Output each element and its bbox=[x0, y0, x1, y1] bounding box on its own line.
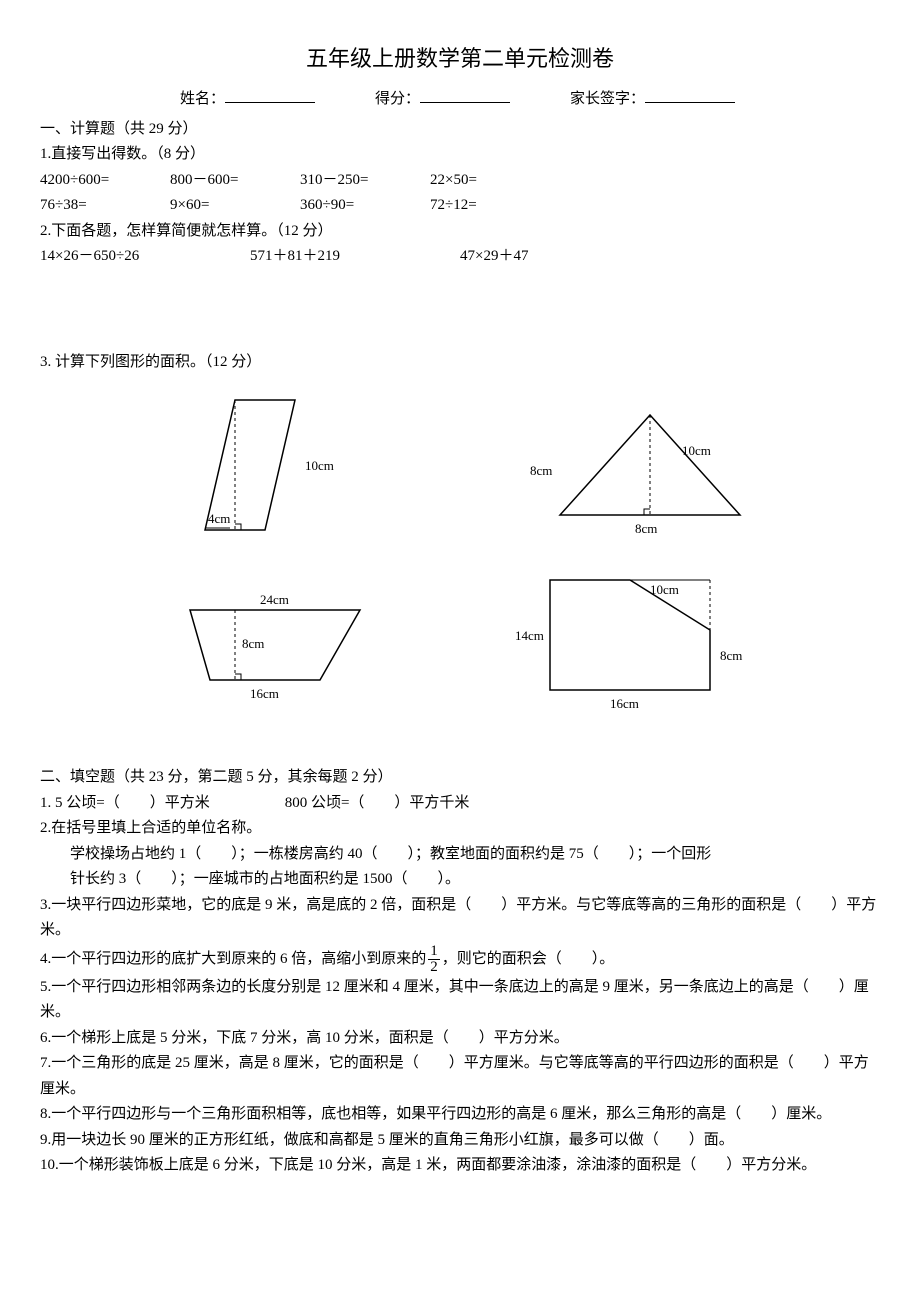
s2-q2-head: 2.在括号里填上合适的单位名称。 bbox=[40, 816, 880, 842]
fig2-height-label: 8cm bbox=[530, 463, 552, 478]
s2-q3: 3.一块平行四边形菜地，它的底是 9 米，高是底的 2 倍，面积是（ ）平方米。… bbox=[40, 893, 880, 944]
calc-item: 310－250= bbox=[300, 168, 430, 194]
s2-q9: 9.用一块边长 90 厘米的正方形红纸，做底和高都是 5 厘米的直角三角形小红旗… bbox=[40, 1128, 880, 1154]
fig2-base-label: 8cm bbox=[635, 521, 657, 536]
figure-trapezoid: 24cm 8cm 16cm bbox=[150, 580, 410, 710]
s2-q2-line2: 针长约 3（ ）；一座城市的占地面积约是 1500（ ）。 bbox=[70, 867, 880, 893]
frac-num: 1 bbox=[428, 944, 440, 960]
frac-den: 2 bbox=[428, 960, 440, 975]
simp-item: 14×26－650÷26 bbox=[40, 244, 250, 270]
fraction-icon: 12 bbox=[428, 944, 440, 975]
score-blank bbox=[420, 87, 510, 103]
header-fields: 姓名： 得分： 家长签字： bbox=[180, 87, 880, 113]
parent-field: 家长签字： bbox=[570, 87, 735, 113]
fig3-top-label: 24cm bbox=[260, 592, 289, 607]
figure-compound: 10cm 14cm 8cm 16cm bbox=[510, 570, 770, 720]
fig4-right-label: 8cm bbox=[720, 648, 742, 663]
fig4-left-label: 14cm bbox=[515, 628, 544, 643]
section1-heading: 一、计算题（共 29 分） bbox=[40, 117, 880, 143]
simp-item: 47×29＋47 bbox=[460, 244, 670, 270]
s2-q1: 1. 5 公顷=（ ）平方米 800 公顷=（ ）平方千米 bbox=[40, 791, 880, 817]
s2-q5: 5.一个平行四边形相邻两条边的长度分别是 12 厘米和 4 厘米，其中一条底边上… bbox=[40, 975, 880, 1026]
calc-item: 4200÷600= bbox=[40, 168, 170, 194]
s2-q8: 8.一个平行四边形与一个三角形面积相等，底也相等，如果平行四边形的高是 6 厘米… bbox=[40, 1102, 880, 1128]
s2-q4-b: ，则它的面积会（ ）。 bbox=[442, 951, 615, 967]
name-field: 姓名： bbox=[180, 87, 315, 113]
figure-triangle: 8cm 10cm 8cm bbox=[510, 395, 770, 555]
figure-parallelogram: 10cm 4cm bbox=[180, 390, 380, 560]
score-field: 得分： bbox=[375, 87, 510, 113]
figures-grid: 10cm 4cm 8cm 10cm 8cm 24cm 8cm 16cm 10cm… bbox=[40, 385, 880, 725]
fig1-height-label: 10cm bbox=[305, 458, 334, 473]
fig2-side-label: 10cm bbox=[682, 443, 711, 458]
calc-item: 800－600= bbox=[170, 168, 300, 194]
score-label: 得分： bbox=[375, 91, 420, 107]
calc-item: 22×50= bbox=[430, 168, 560, 194]
simplify-row: 14×26－650÷26 571＋81＋219 47×29＋47 bbox=[40, 244, 880, 270]
fig3-height-label: 8cm bbox=[242, 636, 264, 651]
s2-q4: 4.一个平行四边形的底扩大到原来的 6 倍，高缩小到原来的12，则它的面积会（ … bbox=[40, 944, 880, 975]
section2-heading: 二、填空题（共 23 分，第二题 5 分，其余每题 2 分） bbox=[40, 765, 880, 791]
fig1-base-label: 4cm bbox=[208, 511, 230, 526]
name-label: 姓名： bbox=[180, 91, 225, 107]
calc-item: 9×60= bbox=[170, 193, 300, 219]
s2-q10: 10.一个梯形装饰板上底是 6 分米，下底是 10 分米，高是 1 米，两面都要… bbox=[40, 1153, 880, 1179]
q1-label: 1.直接写出得数。（8 分） bbox=[40, 142, 880, 168]
parent-label: 家长签字： bbox=[570, 91, 645, 107]
calc-row-1: 4200÷600= 800－600= 310－250= 22×50= bbox=[40, 168, 880, 194]
calc-row-2: 76÷38= 9×60= 360÷90= 72÷12= bbox=[40, 193, 880, 219]
parent-blank bbox=[645, 87, 735, 103]
s2-q4-a: 4.一个平行四边形的底扩大到原来的 6 倍，高缩小到原来的 bbox=[40, 951, 426, 967]
s2-q7: 7.一个三角形的底是 25 厘米，高是 8 厘米，它的面积是（ ）平方厘米。与它… bbox=[40, 1051, 880, 1102]
calc-item: 72÷12= bbox=[430, 193, 560, 219]
fig4-base-label: 16cm bbox=[610, 696, 639, 711]
fig3-base-label: 16cm bbox=[250, 686, 279, 701]
fig4-top-label: 10cm bbox=[650, 582, 679, 597]
s2-q6: 6.一个梯形上底是 5 分米，下底 7 分米，高 10 分米，面积是（ ）平方分… bbox=[40, 1026, 880, 1052]
s2-q2-line1: 学校操场占地约 1（ ）；一栋楼房高约 40（ ）；教室地面的面积约是 75（ … bbox=[70, 842, 880, 868]
simp-item: 571＋81＋219 bbox=[250, 244, 460, 270]
calc-item: 76÷38= bbox=[40, 193, 170, 219]
q2-label: 2.下面各题，怎样算简便就怎样算。（12 分） bbox=[40, 219, 880, 245]
page-title: 五年级上册数学第二单元检测卷 bbox=[40, 40, 880, 77]
q3-label: 3. 计算下列图形的面积。（12 分） bbox=[40, 350, 880, 376]
name-blank bbox=[225, 87, 315, 103]
calc-item: 360÷90= bbox=[300, 193, 430, 219]
